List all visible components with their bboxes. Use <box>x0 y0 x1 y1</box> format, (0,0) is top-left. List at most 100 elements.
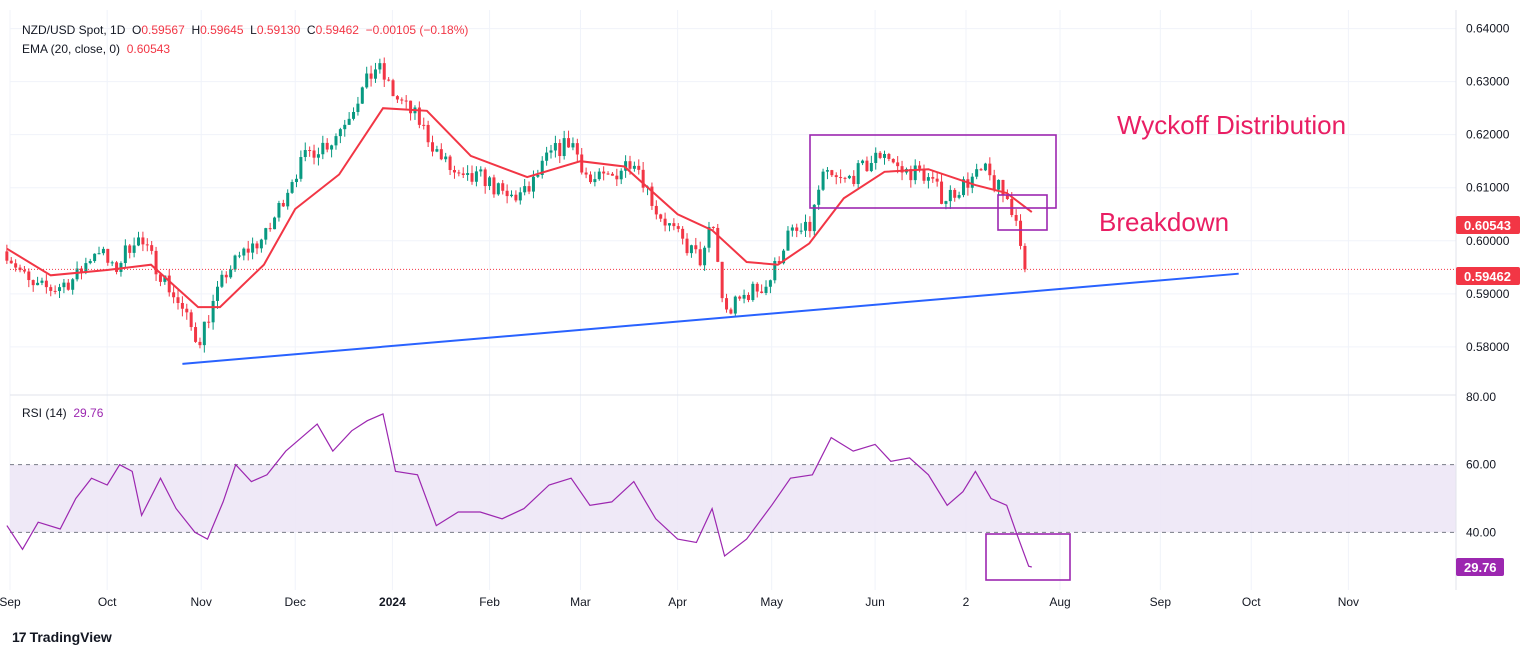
wyckoff-label: Wyckoff Distribution <box>1117 110 1346 140</box>
open-label: O <box>132 23 142 37</box>
candle-up <box>233 255 237 270</box>
candle-up <box>466 173 470 175</box>
symbol-label: NZD/USD Spot, 1D <box>22 23 126 37</box>
wyckoff-distribution-box[interactable] <box>809 134 1057 209</box>
candle-up <box>62 282 66 288</box>
rsi-tick-label: 60.00 <box>1466 458 1496 472</box>
candle-down <box>676 226 680 229</box>
candle-down <box>207 321 211 323</box>
high-value: 0.59645 <box>200 23 244 37</box>
time-tick-label: Jun <box>865 595 884 609</box>
candle-down <box>483 169 487 187</box>
candle-up <box>71 279 75 290</box>
candle-up <box>997 179 1001 190</box>
candle-down <box>369 73 373 79</box>
candle-up <box>474 171 478 182</box>
candle-down <box>698 249 702 266</box>
candle-up <box>667 223 671 226</box>
candle-down <box>900 166 904 173</box>
candle-up <box>321 142 325 155</box>
candle-up <box>790 227 794 231</box>
close-value: 0.59462 <box>315 23 359 37</box>
candle-up <box>518 192 522 201</box>
candle-down <box>53 290 57 292</box>
candle-down <box>654 205 658 215</box>
candle-down <box>457 172 461 174</box>
candle-down <box>1019 220 1023 246</box>
candle-up <box>549 150 553 153</box>
candle-down <box>426 124 430 143</box>
rsi-legend: RSI (14) 29.76 <box>22 406 103 420</box>
candle-up <box>825 170 829 172</box>
candle-up <box>444 156 448 160</box>
time-tick-label: Dec <box>285 595 306 609</box>
time-tick-label: Nov <box>1338 595 1359 609</box>
candle-up <box>123 245 127 264</box>
candle-down <box>808 221 812 232</box>
candle-up <box>58 287 62 292</box>
candle-down <box>1010 198 1014 216</box>
candle-up <box>338 129 342 137</box>
candle-down <box>268 228 272 230</box>
candle-down <box>672 223 676 227</box>
rsi-value-tag: 29.76 <box>1456 558 1504 576</box>
candle-up <box>817 189 821 205</box>
candle-up <box>202 321 206 346</box>
candle-up <box>316 154 320 158</box>
candle-down <box>49 287 53 291</box>
candle-up <box>768 280 772 287</box>
support-trendline[interactable] <box>182 272 1239 365</box>
candle-up <box>220 274 224 287</box>
candle-up <box>93 253 97 262</box>
candle-down <box>281 202 285 207</box>
candle-down <box>988 163 992 176</box>
candle-down <box>115 262 119 272</box>
rsi-axis[interactable]: 80.00 60.00 40.00 <box>1466 390 1496 539</box>
candle-up <box>707 226 711 248</box>
candle-down <box>694 245 698 250</box>
candle-down <box>417 107 421 125</box>
candle-down <box>141 237 145 245</box>
candle-down <box>382 63 386 80</box>
candle-down <box>992 175 996 190</box>
breakdown-box[interactable] <box>997 194 1048 231</box>
time-axis[interactable]: Sep Oct Nov Dec 2024 Feb Mar Apr May Jun 2 Aug Sep Oc… <box>0 595 1359 609</box>
candle-down <box>584 172 588 175</box>
close-label: C <box>306 23 316 37</box>
candle-down <box>755 283 759 292</box>
rsi-legend-value: 29.76 <box>73 406 104 420</box>
candle-down <box>22 270 26 272</box>
candle-down <box>575 143 579 155</box>
price-axis[interactable]: 0.64000 0.63000 0.62000 0.61000 0.60000 0.590… <box>1466 22 1510 354</box>
price-tick-label: 0.64000 <box>1466 22 1510 36</box>
candle-down <box>422 124 426 126</box>
candle-up <box>259 239 263 249</box>
candle-down <box>1005 194 1009 199</box>
candle-down <box>461 173 465 175</box>
candle-up <box>773 261 777 281</box>
time-tick-label: 2024 <box>379 595 406 609</box>
price-tick-label: 0.62000 <box>1466 128 1510 142</box>
candle-up <box>163 275 167 282</box>
candle-down <box>878 152 882 158</box>
candle-down <box>395 96 399 100</box>
candle-up <box>211 300 215 323</box>
candle-up <box>373 69 377 79</box>
candle-up <box>847 175 851 179</box>
candle-up <box>782 250 786 264</box>
candle-up <box>619 170 623 180</box>
candle-down <box>795 227 799 231</box>
candle-up <box>540 160 544 175</box>
ema-legend: EMA (20, close, 0) 0.60543 <box>22 42 170 56</box>
candle-up <box>294 178 298 183</box>
rsi-oversold-box[interactable] <box>985 533 1071 581</box>
candle-up <box>883 153 887 158</box>
candle-up <box>435 149 439 152</box>
candle-up <box>856 163 860 185</box>
tradingview-brand[interactable]: 17 TradingView <box>12 629 112 645</box>
candle-down <box>716 227 720 262</box>
candle-up <box>378 63 382 70</box>
candle-down <box>711 226 715 228</box>
candle-up <box>479 169 483 172</box>
